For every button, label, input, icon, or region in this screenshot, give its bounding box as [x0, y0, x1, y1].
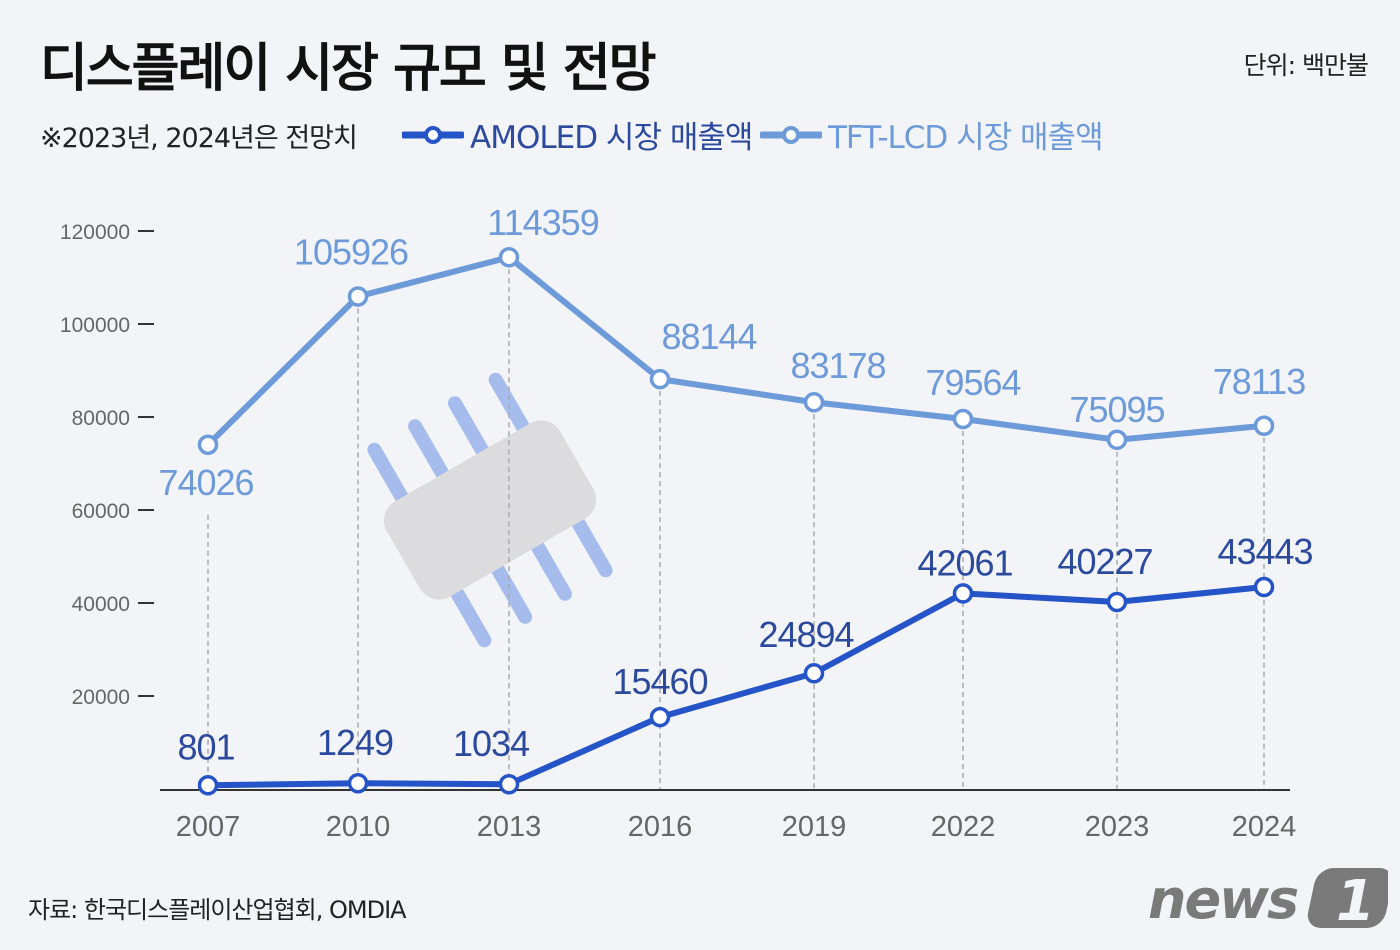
tft-point	[347, 286, 369, 307]
tft-data-label: 78113	[1213, 361, 1305, 402]
amoled-data-label: 1034	[453, 723, 529, 764]
tft-point	[803, 391, 825, 413]
source-note: 자료: 한국디스플레이산업협회, OMDIA	[28, 896, 407, 924]
tft-data-label: 74026	[158, 462, 253, 503]
tft-data-label: 83178	[790, 345, 885, 386]
amoled-data-label: 42061	[917, 542, 1012, 583]
news1-logo: news 1	[1148, 868, 1388, 930]
tft-point	[649, 368, 671, 390]
x-tick-label: 2022	[931, 811, 996, 843]
page-title: 디스플레이 시장 규모 및 전망	[40, 39, 656, 99]
tft-data-label: 105926	[294, 231, 408, 272]
y-tick-label: 120000	[60, 221, 130, 244]
amoled-point	[498, 773, 520, 795]
forecast-note: ※2023년, 2024년은 전망치	[40, 123, 358, 154]
amoled-data-label: 801	[177, 726, 234, 767]
y-tick-label: 40000	[72, 593, 130, 616]
amoled-data-label: 15460	[612, 661, 707, 702]
unit-label: 단위: 백만불	[1243, 51, 1369, 80]
tft-point	[498, 246, 520, 268]
amoled-data-label: 43443	[1217, 531, 1312, 572]
tft-data-label: 75095	[1069, 389, 1164, 430]
x-tick-label: 2010	[326, 811, 391, 843]
x-tick-label: 2023	[1085, 811, 1150, 843]
legend-amoled: AMOLED 시장 매출액	[402, 112, 753, 157]
amoled-point	[803, 662, 825, 684]
amoled-data-label: 1249	[317, 722, 393, 763]
y-tick-label: 60000	[72, 500, 130, 523]
x-tick-label: 2024	[1232, 811, 1297, 843]
amoled-data-label: 24894	[758, 614, 853, 655]
tft-line	[205, 254, 1265, 447]
legend-amoled-label: AMOLED 시장 매출액	[470, 120, 753, 156]
x-tick-label: 2019	[782, 811, 847, 843]
tft-point	[1253, 415, 1275, 437]
tft-point	[952, 408, 974, 430]
tft-data-label: 114359	[487, 202, 598, 243]
y-tick-label: 100000	[60, 314, 130, 337]
tft-data-label: 79564	[925, 362, 1020, 403]
chip-illustration-icon	[367, 372, 613, 648]
tft-point	[1106, 429, 1128, 451]
amoled-point	[197, 775, 219, 796]
amoled-point	[952, 583, 974, 604]
svg-text:1: 1	[1336, 869, 1375, 930]
amoled-point	[649, 706, 671, 728]
legend-tft: TFT-LCD 시장 매출액	[760, 112, 1104, 157]
amoled-point	[347, 772, 369, 794]
x-tick-label: 2016	[628, 811, 693, 843]
amoled-point	[1106, 591, 1128, 613]
legend-tft-label: TFT-LCD 시장 매출액	[828, 120, 1104, 156]
y-tick-label: 20000	[72, 686, 130, 709]
legend-amoled-marker-icon	[402, 125, 464, 144]
tft-point	[197, 434, 219, 456]
x-tick-label: 2007	[176, 811, 241, 843]
tft-data-label: 88144	[661, 316, 756, 357]
legend-tft-marker-icon	[760, 125, 822, 144]
amoled-line	[207, 584, 1265, 789]
x-tick-label: 2013	[477, 811, 542, 843]
amoled-point	[1253, 576, 1275, 598]
svg-text:news: news	[1148, 868, 1298, 930]
y-tick-label: 80000	[72, 407, 130, 430]
amoled-data-label: 40227	[1057, 541, 1152, 582]
